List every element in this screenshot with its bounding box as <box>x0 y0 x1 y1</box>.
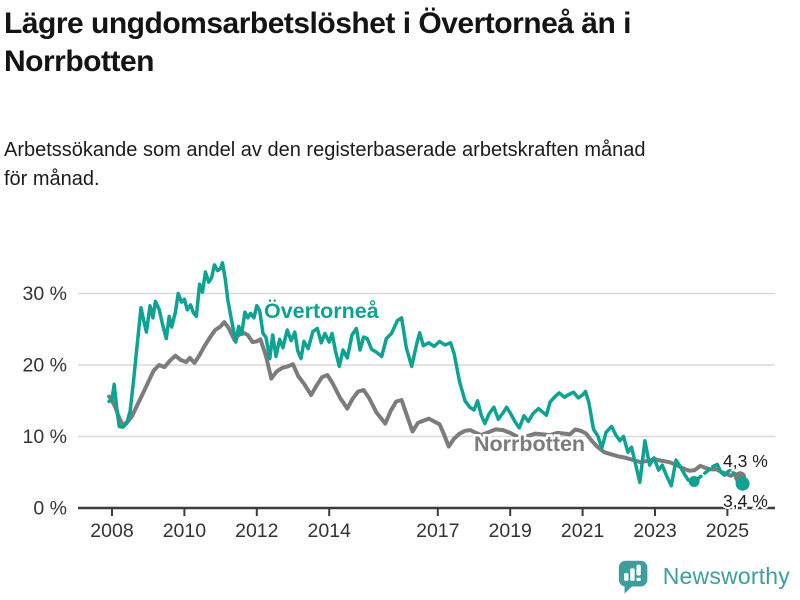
page-title: Lägre ungdomsarbetslöshet i Övertorneå ä… <box>4 5 788 81</box>
chart-subtitle-line1: Arbetssökande som andel av den registerb… <box>4 139 646 161</box>
overtornea-point-dot <box>688 476 700 487</box>
newsworthy-logo-text: Newsworthy <box>662 562 790 589</box>
newsworthy-logo: Newsworthy <box>616 557 790 595</box>
x-tick-label: 2008 <box>90 520 133 542</box>
norrbotten-series-label: Norrbotten <box>474 432 585 456</box>
x-tick-label: 2012 <box>235 520 278 542</box>
y-tick-label: 10 % <box>23 426 67 448</box>
chart-subtitle: Arbetssökande som andel av den registerb… <box>4 136 788 194</box>
x-tick-label: 2023 <box>633 520 676 542</box>
page-title-line1: Lägre ungdomsarbetslöshet i Övertorneå ä… <box>4 7 632 40</box>
y-tick-label: 20 % <box>23 355 67 377</box>
overtornea-latest-value-label: 3,4 % <box>723 491 768 511</box>
x-tick-label: 2019 <box>489 520 532 542</box>
x-tick-label: 2014 <box>308 520 352 542</box>
overtornea-line <box>107 261 691 488</box>
y-tick-label: 0 % <box>33 498 67 520</box>
page-title-line2: Norrbotten <box>4 45 154 78</box>
norrbotten-latest-value-label: 4,3 % <box>723 451 768 471</box>
overtornea-series-label: Övertorneå <box>264 298 380 323</box>
x-tick-label: 2025 <box>706 520 750 542</box>
x-tick-label: 2017 <box>416 520 459 542</box>
norrbotten-line <box>107 320 743 480</box>
overtornea-point-dot <box>735 476 750 491</box>
x-tick-label: 2010 <box>163 520 207 542</box>
y-tick-label: 30 % <box>23 283 67 305</box>
chart-subtitle-line2: för månad. <box>4 168 100 190</box>
overtornea-line-dashed <box>694 464 715 482</box>
x-tick-label: 2021 <box>561 520 604 542</box>
newsworthy-speech-bubble-bar-chart-icon <box>618 560 648 594</box>
